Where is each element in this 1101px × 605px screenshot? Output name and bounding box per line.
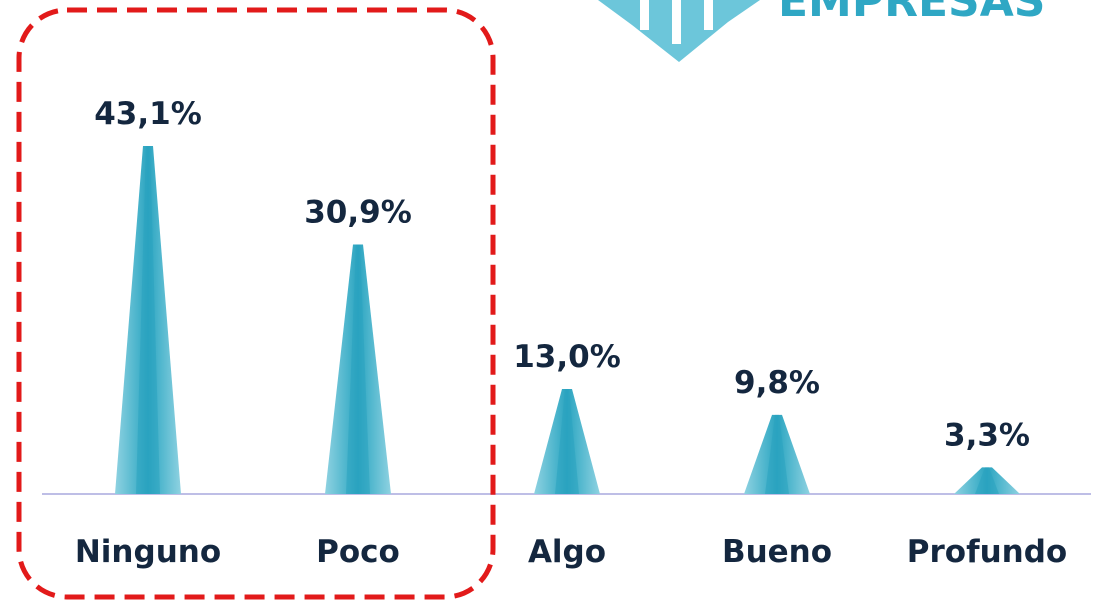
category-label: Ninguno bbox=[75, 534, 221, 570]
bar-core-bueno bbox=[765, 414, 789, 494]
category-label: Algo bbox=[528, 534, 606, 570]
brand-emblem-stripe bbox=[672, 0, 681, 44]
bar-core-poco bbox=[346, 244, 370, 494]
category-label: Poco bbox=[316, 534, 400, 570]
data-label: 9,8% bbox=[734, 365, 820, 401]
data-label: 43,1% bbox=[94, 96, 202, 132]
category-label: Bueno bbox=[722, 534, 832, 570]
data-label: 30,9% bbox=[304, 195, 412, 231]
brand-emblem-stripe bbox=[704, 0, 713, 30]
data-label: 3,3% bbox=[944, 417, 1030, 453]
bar-core-ninguno bbox=[136, 146, 160, 494]
bar-core-algo bbox=[555, 389, 579, 494]
highlight-box bbox=[16, 7, 496, 600]
category-label: Profundo bbox=[907, 534, 1067, 570]
brand-logo: EMPRESAS bbox=[598, 0, 1045, 62]
chart-marks: 43,1% Ninguno 30,9% Poco 13,0% Algo 9,8% Bueno 3… bbox=[75, 96, 1067, 570]
brand-emblem-stripe bbox=[640, 0, 649, 30]
brand-name: EMPRESAS bbox=[778, 0, 1045, 27]
data-label: 13,0% bbox=[513, 339, 621, 375]
bar-core-profundo bbox=[975, 467, 999, 494]
